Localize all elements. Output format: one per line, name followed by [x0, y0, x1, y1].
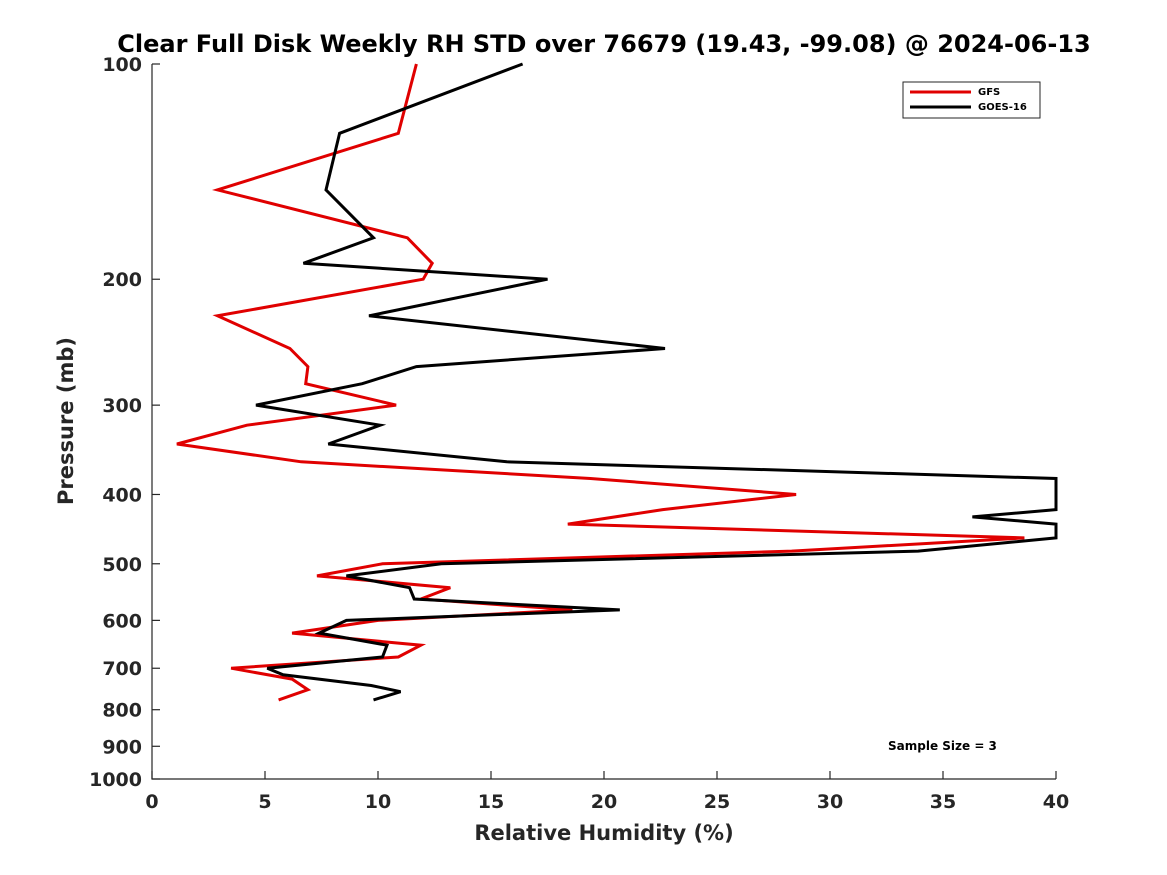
legend-gfs-label: GFS [978, 87, 1000, 98]
x-tick-label: 15 [478, 791, 504, 813]
x-tick-label: 35 [930, 791, 956, 813]
chart-title: Clear Full Disk Weekly RH STD over 76679… [117, 30, 1090, 58]
axes-frame [151, 64, 1056, 780]
x-tick-label: 20 [591, 791, 617, 813]
y-tick-label: 700 [102, 658, 142, 680]
x-tick-label: 40 [1043, 791, 1069, 813]
y-tick-label: 900 [102, 736, 142, 758]
x-tick-label: 30 [817, 791, 843, 813]
series-line-goes-16 [255, 62, 1058, 702]
x-tick-label: 10 [365, 791, 391, 813]
y-tick-label: 300 [102, 395, 142, 417]
series-line-gfs [176, 63, 1025, 702]
y-tick-label: 200 [102, 269, 142, 291]
x-tick-label: 5 [258, 791, 271, 813]
y-tick-label: 800 [102, 700, 142, 722]
y-tick-label: 600 [102, 610, 142, 632]
x-axis-label: Relative Humidity (%) [474, 821, 733, 845]
legend-box [902, 81, 1041, 119]
legend: GFS GOES-16 [902, 81, 1041, 119]
y-tick-label: 400 [102, 484, 142, 506]
plot-area: 0 5 10 15 20 25 30 35 40 100 200 300 400 500 600 700 80… [89, 54, 1069, 813]
sample-size-annotation: Sample Size = 3 [888, 739, 997, 753]
y-axis: 100 200 300 400 500 600 700 800 900 1000 [89, 54, 160, 791]
y-tick-label: 100 [102, 54, 142, 76]
y-tick-label: 500 [102, 554, 142, 576]
y-axis-label: Pressure (mb) [54, 337, 78, 505]
x-tick-label: 25 [704, 791, 730, 813]
y-tick-label: 1000 [89, 769, 142, 791]
x-tick-label: 0 [145, 791, 158, 813]
x-axis: 0 5 10 15 20 25 30 35 40 [145, 771, 1069, 813]
legend-goes16-label: GOES-16 [978, 102, 1027, 113]
series-layer [176, 62, 1058, 702]
